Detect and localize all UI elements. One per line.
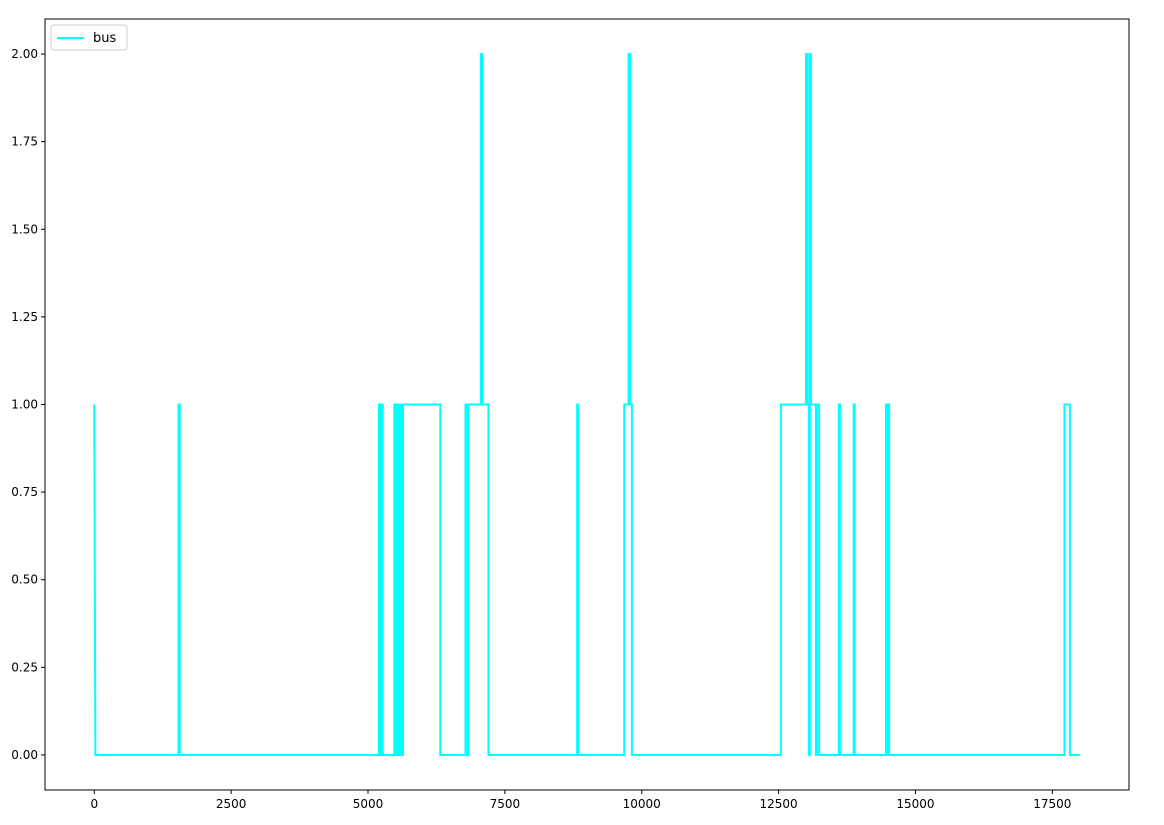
series-line-bus [93,53,1080,756]
y-tick-label: 2.00 [11,47,38,61]
y-tick-label: 1.25 [11,310,38,324]
series-layer [93,53,1080,756]
x-tick-label: 12500 [760,797,798,811]
x-tick-label: 0 [90,797,98,811]
ticks-layer: 0 2500 5000 7500 10000 12500 15000 17500 0.00 0.2… [11,47,1071,811]
y-tick-label: 1.50 [11,222,38,236]
x-tick-label: 10000 [623,797,661,811]
y-tick-label: 0.00 [11,748,38,762]
y-tick-label: 1.75 [11,135,38,149]
y-tick-label: 0.25 [11,660,38,674]
x-tick-label: 17500 [1033,797,1071,811]
legend-box [50,24,128,51]
y-tick-label: 0.75 [11,485,38,499]
x-tick-label: 5000 [353,797,384,811]
plot-area [45,19,1129,790]
legend-label-bus: bus [93,31,116,46]
x-tick-label: 7500 [490,797,521,811]
legend: bus [50,24,128,51]
y-tick-label: 1.00 [11,398,38,412]
y-tick-label: 0.50 [11,573,38,587]
x-tick-label: 2500 [216,797,247,811]
x-tick-label: 15000 [896,797,934,811]
